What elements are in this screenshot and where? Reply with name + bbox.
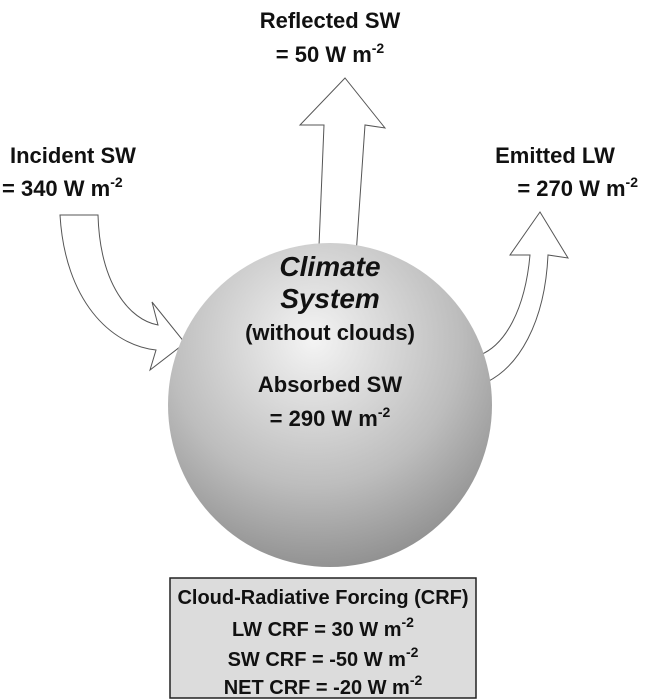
exponent: -2 bbox=[110, 174, 123, 190]
system-title: System bbox=[280, 283, 380, 314]
exponent: -2 bbox=[626, 174, 639, 190]
system-subtitle: (without clouds) bbox=[245, 320, 415, 345]
value: SW CRF = -50 W m bbox=[228, 649, 406, 671]
crf-line: LW CRF = 30 W m-2 bbox=[232, 614, 414, 641]
value: = 270 W m bbox=[517, 176, 625, 201]
incident-arrow bbox=[59, 214, 186, 372]
incident-label: Incident SW bbox=[10, 143, 136, 168]
exponent: -2 bbox=[410, 672, 423, 688]
exponent: -2 bbox=[406, 644, 419, 660]
emitted-value: = 270 W m-2 bbox=[517, 174, 638, 201]
absorbed-value: = 290 W m-2 bbox=[270, 404, 391, 431]
reflected-value: = 50 W m-2 bbox=[276, 40, 385, 67]
value: LW CRF = 30 W m bbox=[232, 619, 401, 641]
value: = 50 W m bbox=[276, 42, 372, 67]
absorbed-label: Absorbed SW bbox=[258, 372, 402, 397]
exponent: -2 bbox=[378, 404, 391, 420]
exponent: -2 bbox=[372, 40, 385, 56]
emitted-arrow bbox=[479, 211, 569, 386]
value: NET CRF = -20 W m bbox=[224, 677, 410, 699]
crf-line: NET CRF = -20 W m-2 bbox=[224, 672, 423, 699]
crf-title: Cloud-Radiative Forcing (CRF) bbox=[177, 587, 468, 609]
climate-sphere bbox=[168, 243, 492, 567]
emitted-label: Emitted LW bbox=[495, 143, 615, 168]
incident-value: = 340 W m-2 bbox=[2, 174, 123, 201]
crf-box bbox=[169, 577, 477, 699]
value: = 290 W m bbox=[270, 406, 378, 431]
reflected-label: Reflected SW bbox=[260, 8, 401, 33]
system-title: Climate bbox=[279, 251, 380, 282]
value: = 340 W m bbox=[2, 176, 110, 201]
reflected-arrow bbox=[298, 77, 387, 271]
crf-line: SW CRF = -50 W m-2 bbox=[228, 644, 419, 671]
exponent: -2 bbox=[402, 614, 415, 630]
